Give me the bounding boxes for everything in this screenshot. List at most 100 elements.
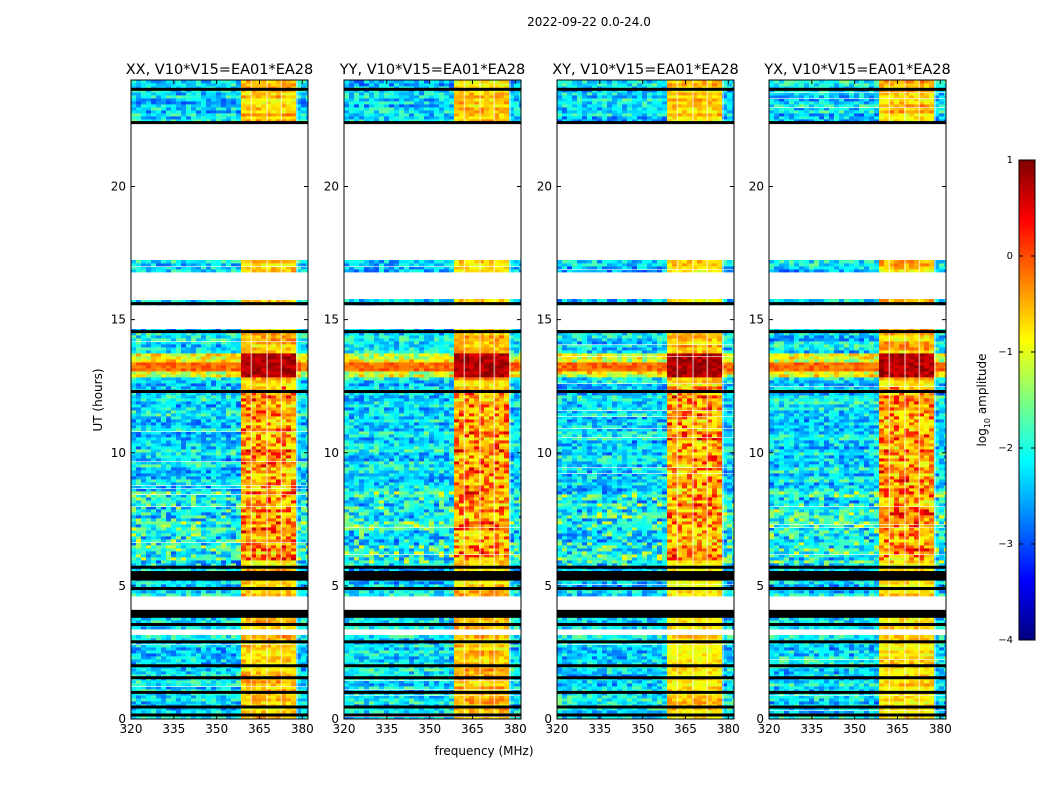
heatmap-cell	[186, 383, 192, 387]
heatmap-cell	[141, 716, 147, 719]
heatmap-cell	[156, 500, 162, 504]
heatmap-cell	[156, 365, 162, 369]
heatmap-cell	[216, 449, 222, 453]
heatmap-cell	[196, 656, 202, 660]
heatmap-cell	[191, 539, 197, 543]
heatmap-cell	[306, 395, 308, 399]
heatmap-cell	[176, 353, 182, 357]
heatmap-cell	[296, 455, 302, 459]
heatmap-cell	[196, 401, 202, 405]
heatmap-cell	[306, 530, 308, 534]
heatmap-cell	[166, 392, 172, 396]
heatmap-cell	[291, 338, 297, 342]
heatmap-cell	[256, 545, 262, 549]
heatmap-cell	[296, 416, 302, 420]
heatmap-cell	[181, 401, 187, 405]
heatmap-cell	[271, 638, 277, 642]
heatmap-cell	[236, 542, 242, 546]
heatmap-cell	[161, 107, 167, 111]
heatmap-cell	[251, 617, 257, 621]
heatmap-cell	[156, 620, 162, 624]
heatmap-cell	[206, 104, 212, 108]
heatmap-cell	[196, 620, 202, 624]
heatmap-cell	[186, 119, 192, 123]
heatmap-cell	[171, 515, 177, 519]
heatmap-cell	[141, 104, 147, 108]
heatmap-cell	[191, 368, 197, 372]
heatmap-cell	[186, 620, 192, 624]
heatmap-cell	[146, 269, 152, 273]
heatmap-cell	[236, 101, 242, 105]
heatmap-cell	[301, 353, 307, 357]
heatmap-cell	[266, 710, 272, 714]
heatmap-cell	[246, 707, 252, 711]
heatmap-cell	[306, 488, 308, 492]
heatmap-cell	[151, 347, 157, 351]
heatmap-cell	[246, 458, 252, 462]
heatmap-cell	[156, 539, 162, 543]
heatmap-cell	[281, 386, 287, 390]
heatmap-cell	[261, 638, 267, 642]
heatmap-cell	[216, 671, 222, 675]
heatmap-cell	[286, 404, 292, 408]
heatmap-cell	[271, 467, 277, 471]
heatmap-cell	[236, 347, 242, 351]
heatmap-cell	[221, 458, 227, 462]
heatmap-cell	[196, 710, 202, 714]
heatmap-cell	[156, 521, 162, 525]
heatmap-cell	[286, 668, 292, 672]
heatmap-cell	[221, 380, 227, 384]
heatmap-cell	[276, 581, 282, 585]
heatmap-cell	[256, 626, 262, 630]
heatmap-cell	[246, 647, 252, 651]
heatmap-cell	[256, 335, 262, 339]
heatmap-cell	[296, 437, 302, 441]
heatmap-cell	[176, 344, 182, 348]
heatmap-cell	[281, 674, 287, 678]
heatmap-cell	[206, 380, 212, 384]
heatmap-cell	[206, 560, 212, 564]
heatmap-cell	[181, 500, 187, 504]
heatmap-cell	[191, 398, 197, 402]
heatmap-cell	[296, 380, 302, 384]
heatmap-cell	[151, 476, 157, 480]
heatmap-cell	[306, 485, 308, 489]
heatmap-cell	[266, 497, 272, 501]
heatmap-cell	[266, 398, 272, 402]
heatmap-cell	[216, 518, 222, 522]
heatmap-cell	[176, 443, 182, 447]
heatmap-cell	[196, 410, 202, 414]
heatmap-cell	[166, 473, 172, 477]
heatmap-cell	[176, 698, 182, 702]
heatmap-cell	[151, 554, 157, 558]
heatmap-cell	[251, 398, 257, 402]
heatmap-cell	[206, 521, 212, 525]
heatmap-cell	[286, 263, 292, 267]
heatmap-cell	[296, 584, 302, 588]
heatmap-cell	[296, 518, 302, 522]
heatmap-cell	[141, 338, 147, 342]
heatmap-cell	[141, 332, 147, 336]
heatmap-cell	[146, 482, 152, 486]
heatmap-cell	[201, 365, 207, 369]
heatmap-cell	[186, 374, 192, 378]
heatmap-cell	[176, 410, 182, 414]
heatmap-cell	[151, 695, 157, 699]
heatmap-cell	[246, 464, 252, 468]
heatmap-cell	[206, 476, 212, 480]
heatmap-cell	[171, 653, 177, 657]
heatmap-cell	[171, 647, 177, 651]
heatmap-cell	[136, 383, 142, 387]
heatmap-cell	[216, 107, 222, 111]
heatmap-cell	[136, 353, 142, 357]
heatmap-cell	[266, 407, 272, 411]
heatmap-cell	[271, 680, 277, 684]
heatmap-cell	[211, 344, 217, 348]
heatmap-cell	[286, 515, 292, 519]
heatmap-cell	[301, 491, 307, 495]
heatmap-cell	[281, 533, 287, 537]
heatmap-cell	[301, 104, 307, 108]
heatmap-cell	[136, 524, 142, 528]
heatmap-cell	[146, 533, 152, 537]
heatmap-cell	[231, 359, 237, 363]
